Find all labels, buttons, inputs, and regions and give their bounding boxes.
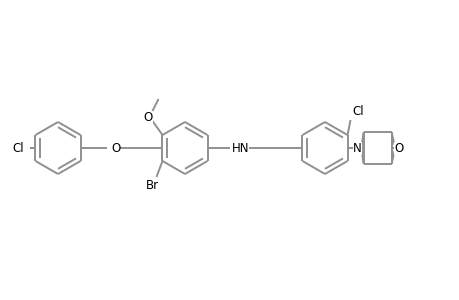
Text: HN: HN (231, 142, 249, 154)
Text: Cl: Cl (352, 105, 364, 118)
Text: O: O (144, 110, 153, 124)
Text: O: O (393, 142, 402, 154)
Text: Br: Br (146, 179, 159, 192)
Text: N: N (353, 142, 361, 154)
Text: O: O (111, 142, 120, 154)
Text: Cl: Cl (12, 142, 24, 154)
